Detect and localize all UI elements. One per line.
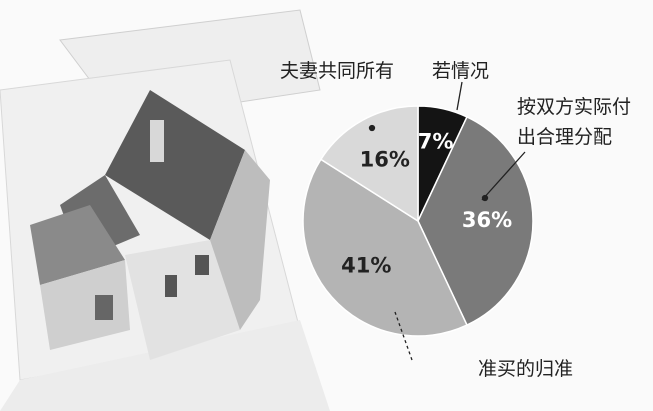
pie-slice (417, 115, 534, 327)
pie-slice (319, 105, 419, 223)
category-label: 准买的归准 (478, 358, 574, 380)
leader-lines (368, 81, 526, 361)
category-label: 按双方实际付出合理分配 (517, 96, 632, 148)
leader-line (394, 311, 413, 361)
value-label: 7% (418, 129, 454, 153)
pie-slice (302, 158, 468, 337)
leader-line (481, 151, 526, 201)
pie: 7% 36% 41% 16% (302, 105, 534, 337)
leader-line (456, 81, 463, 111)
value-label: 41% (341, 254, 391, 278)
value-label: 36% (462, 208, 512, 232)
leader-dot (368, 124, 376, 132)
category-label: 夫妻共同所有 (280, 60, 395, 82)
value-label: 16% (360, 148, 410, 172)
leader-dot (481, 194, 489, 202)
category-label: 若情况 (432, 60, 490, 82)
